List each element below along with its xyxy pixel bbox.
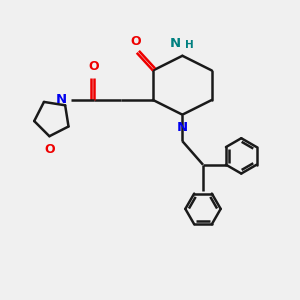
Text: N: N [170,38,181,50]
Text: O: O [44,143,55,156]
Text: O: O [89,60,99,74]
Text: O: O [130,35,141,48]
Text: N: N [56,93,67,106]
Text: N: N [177,121,188,134]
Text: H: H [185,40,194,50]
